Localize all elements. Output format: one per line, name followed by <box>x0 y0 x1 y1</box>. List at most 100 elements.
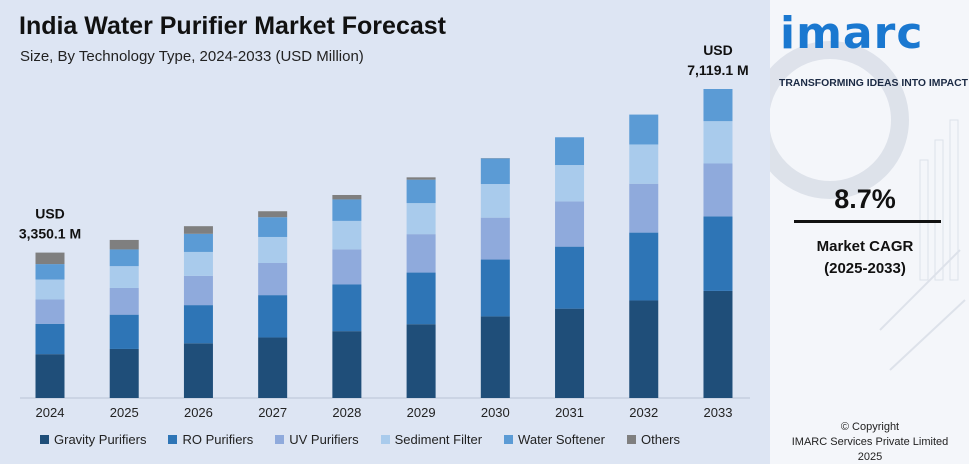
legend-swatch-sediment <box>380 435 390 444</box>
legend-item-softener: Water Softener <box>504 432 605 447</box>
bar-segment-ro-2029 <box>406 272 436 325</box>
x-tick-label-2024: 2024 <box>36 405 65 420</box>
bar-segment-sediment-2025 <box>109 266 139 288</box>
bar-segment-gravity-2032 <box>629 300 659 398</box>
bar-segment-ro-2027 <box>258 295 288 338</box>
bar-segment-gravity-2029 <box>406 324 436 398</box>
bar-segment-softener-2031 <box>555 137 585 166</box>
imarc-logo: imarc <box>780 8 962 59</box>
decorative-background-graphic <box>770 41 966 371</box>
bar-segment-sediment-2029 <box>406 203 436 235</box>
bar-segment-ro-2032 <box>629 232 659 301</box>
bar-segment-uv-2031 <box>555 201 585 247</box>
bar-segment-gravity-2027 <box>258 337 288 398</box>
total-annotation-2024-line2: 3,350.1 M <box>19 226 81 242</box>
bar-segment-sediment-2027 <box>258 236 288 264</box>
bar-segment-gravity-2028 <box>332 331 362 398</box>
bar-segment-gravity-2030 <box>480 316 510 398</box>
total-annotation-2033-line1: USD <box>703 42 733 58</box>
bar-segment-ro-2028 <box>332 284 362 332</box>
legend-item-ro: RO Purifiers <box>168 432 253 447</box>
bar-segment-uv-2032 <box>629 183 659 233</box>
x-tick-label-2027: 2027 <box>258 405 287 420</box>
cagr-value: 8.7% <box>834 184 896 214</box>
bar-segment-softener-2032 <box>629 114 659 145</box>
info-panel: imarc TRANSFORMING IDEAS INTO IMPACT 8.7… <box>770 0 969 464</box>
legend-swatch-softener <box>504 435 514 444</box>
x-tick-label-2031: 2031 <box>555 405 584 420</box>
bar-segment-gravity-2026 <box>183 343 213 398</box>
bar-segment-uv-2030 <box>480 217 510 260</box>
total-annotation-2024-line1: USD <box>35 206 65 222</box>
bar-segment-sediment-2031 <box>555 165 585 202</box>
logo-tagline: TRANSFORMING IDEAS INTO IMPACT <box>779 78 968 89</box>
x-tick-label-2025: 2025 <box>110 405 139 420</box>
bar-segment-softener-2025 <box>109 249 139 267</box>
x-tick-label-2033: 2033 <box>704 405 733 420</box>
legend-label-ro: RO Purifiers <box>182 432 254 447</box>
legend-item-sediment: Sediment Filter <box>380 432 482 447</box>
x-tick-label-2029: 2029 <box>407 405 436 420</box>
bar-segment-uv-2026 <box>183 275 213 306</box>
bar-segment-sediment-2028 <box>332 220 362 250</box>
legend-label-uv: UV Purifiers <box>289 432 359 447</box>
bar-segment-softener-2033 <box>703 89 733 122</box>
bar-segment-others-2028 <box>332 194 362 200</box>
legend-label-softener: Water Softener <box>518 432 605 447</box>
x-tick-label-2030: 2030 <box>481 405 510 420</box>
bar-segment-gravity-2031 <box>555 308 585 398</box>
cagr-label-line2: (2025-2033) <box>824 260 906 277</box>
bar-segment-gravity-2033 <box>703 290 733 398</box>
bar-segment-ro-2033 <box>703 216 733 291</box>
cagr-label-line1: Market CAGR <box>816 238 914 255</box>
x-tick-label-2032: 2032 <box>629 405 658 420</box>
bar-segment-gravity-2025 <box>109 348 139 398</box>
legend-swatch-uv <box>275 435 285 444</box>
legend-label-gravity: Gravity Purifiers <box>54 432 147 447</box>
bar-segment-uv-2028 <box>332 249 362 285</box>
legend-swatch-ro <box>168 435 178 444</box>
cagr-divider <box>794 220 941 223</box>
bar-segment-softener-2028 <box>332 199 362 221</box>
bar-segment-softener-2024 <box>35 264 65 280</box>
total-annotation-2033-line2: 7,119.1 M <box>687 62 749 78</box>
legend-item-uv: UV Purifiers <box>275 432 359 447</box>
bar-segment-softener-2030 <box>480 158 510 185</box>
legend-item-others: Others <box>627 432 680 447</box>
x-tick-label-2028: 2028 <box>332 405 361 420</box>
chart-title: India Water Purifier Market Forecast <box>19 12 446 40</box>
chart-legend: Gravity Purifiers RO Purifiers UV Purifi… <box>40 432 702 447</box>
copyright-line1: © Copyright <box>840 421 900 433</box>
bar-segment-uv-2025 <box>109 287 139 315</box>
bar-segment-ro-2031 <box>555 246 585 309</box>
legend-swatch-gravity <box>40 435 49 444</box>
bar-segment-sediment-2032 <box>629 144 659 184</box>
bar-segment-uv-2027 <box>258 263 288 296</box>
logo-wordmark: imarc <box>780 8 924 59</box>
bar-segment-softener-2027 <box>258 217 288 237</box>
bar-segment-gravity-2024 <box>35 354 65 398</box>
bar-segment-others-2027 <box>258 211 288 218</box>
bar-segment-others-2029 <box>406 177 436 180</box>
bar-segment-ro-2024 <box>35 323 65 355</box>
bar-segment-uv-2024 <box>35 299 65 324</box>
chart-subtitle: Size, By Technology Type, 2024-2033 (USD… <box>20 48 364 65</box>
bar-segment-ro-2025 <box>109 314 139 349</box>
legend-label-others: Others <box>641 432 681 447</box>
cagr-label: Market CAGR (2025-2033) <box>780 236 950 280</box>
bar-segment-sediment-2026 <box>183 251 213 276</box>
legend-swatch-others <box>627 435 636 444</box>
bar-segment-ro-2030 <box>480 259 510 317</box>
bar-segment-ro-2026 <box>183 305 213 344</box>
bar-segment-others-2024 <box>35 252 65 265</box>
x-tick-label-2026: 2026 <box>184 405 213 420</box>
bar-segment-uv-2033 <box>703 163 733 217</box>
bar-segment-softener-2026 <box>183 233 213 252</box>
copyright-line2: IMARC Services Private Limited 2025 <box>791 436 949 463</box>
bar-segment-others-2025 <box>109 239 139 250</box>
bar-segment-uv-2029 <box>406 234 436 273</box>
stacked-bar-chart: 2024 2025 2026 2027 2028 2029 2030 2031 2032 2033… <box>19 42 750 420</box>
bar-segment-softener-2029 <box>406 179 436 204</box>
bar-segment-sediment-2033 <box>703 121 733 164</box>
bar-segment-others-2026 <box>183 226 213 234</box>
